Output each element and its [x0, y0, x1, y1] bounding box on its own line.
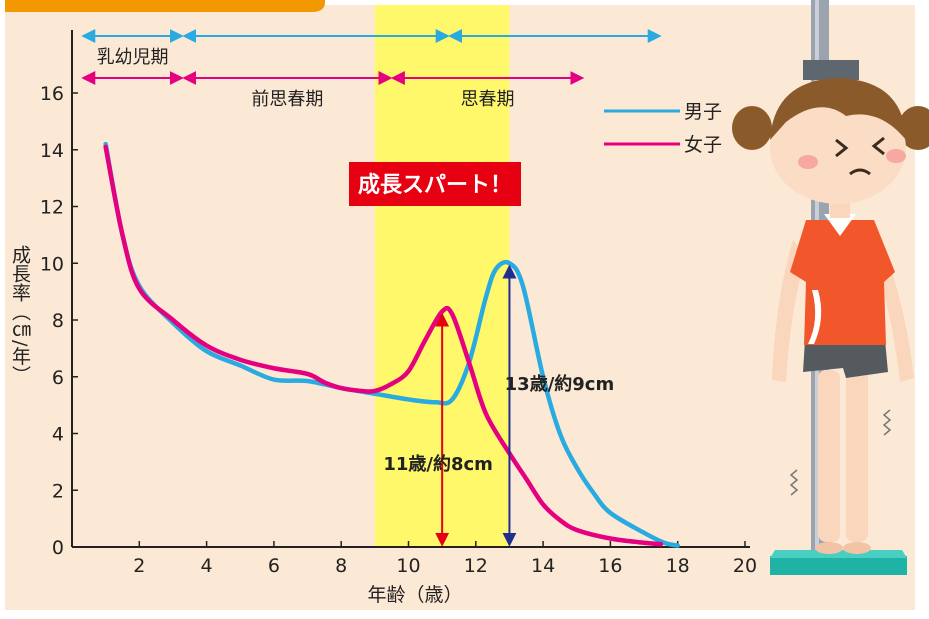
girl-shirt-stripe: [808, 290, 822, 344]
legend-label-boys: 男子: [684, 101, 722, 123]
y-axis-label-group: 成長率（㎝/年）: [9, 245, 31, 385]
girl-foot-right: [843, 542, 871, 554]
x-tick-label: 20: [733, 555, 757, 577]
legend-label-girls: 女子: [684, 134, 722, 156]
height-pole-slider: [803, 60, 859, 80]
girl-shorts: [803, 340, 888, 378]
girl-blush-right: [886, 149, 906, 163]
x-tick-label: 6: [268, 555, 280, 577]
girl-hair: [770, 78, 906, 140]
y-tick-label: 4: [52, 424, 64, 446]
header-tab-decoration: [5, 0, 325, 12]
girl-eye-right: [871, 136, 885, 156]
y-tick-label: 2: [52, 480, 64, 502]
y-tick-label: 14: [40, 140, 64, 162]
y-tick-label: 0: [52, 537, 64, 559]
x-axis-label: 年齢（歳）: [367, 584, 462, 606]
girl-blush-left: [798, 155, 818, 169]
y-tick-label: 6: [52, 367, 64, 389]
x-tick-label: 12: [464, 555, 488, 577]
x-tick-label: 8: [335, 555, 347, 577]
peak-markers: 11歳/約8cm 13歳/約9cm: [383, 264, 615, 547]
legend: 男子 女子: [604, 101, 722, 156]
x-tick-label: 2: [133, 555, 145, 577]
growth-spurt-badge: 成長スパート！: [349, 162, 521, 206]
x-tick-label: 10: [396, 555, 420, 577]
axes: 2 4 6 8 10 12 14 16 18 20 0 2 4 6 8 10 12 14 16: [40, 30, 757, 577]
girl-foot-left: [815, 542, 843, 554]
x-tick-label: 16: [598, 555, 622, 577]
girl-eye-left: [835, 138, 849, 158]
x-tick-label: 14: [531, 555, 555, 577]
girl-mouth: [849, 168, 871, 176]
peak-label-girls: 11歳/約8cm: [383, 453, 493, 475]
peak-label-boys: 13歳/約9cm: [505, 373, 615, 395]
y-tick-label: 8: [52, 310, 64, 332]
girl-pigtail-left: [732, 106, 772, 150]
stage-label: 乳幼児期: [97, 47, 169, 68]
series-line-girls: [103, 144, 664, 547]
series-lines: [103, 141, 680, 548]
scale-top: [770, 550, 907, 558]
wobble-mark-right: [882, 409, 892, 436]
girl-leg-right: [846, 370, 868, 542]
girl-collar: [824, 214, 856, 236]
y-tick-label: 10: [40, 253, 64, 275]
girl-illustration: [732, 0, 929, 575]
y-axis-label: 成長率（㎝/年）: [9, 245, 31, 385]
girl-face: [770, 92, 906, 204]
stage-label: 前思春期: [251, 89, 323, 110]
growth-spurt-label: 成長スパート！: [358, 173, 512, 198]
growth-spurt-badge-bg: [349, 162, 521, 206]
x-tick-label: 18: [666, 555, 690, 577]
series-line-boys: [103, 141, 680, 548]
stage-label: 思春期: [461, 89, 515, 110]
scale-base: [770, 556, 907, 575]
y-tick-label: 16: [40, 83, 64, 105]
y-tick-label: 12: [40, 197, 64, 219]
wobble-mark-left: [789, 469, 799, 496]
girl-leg-left: [818, 370, 840, 542]
x-tick-label: 4: [201, 555, 213, 577]
